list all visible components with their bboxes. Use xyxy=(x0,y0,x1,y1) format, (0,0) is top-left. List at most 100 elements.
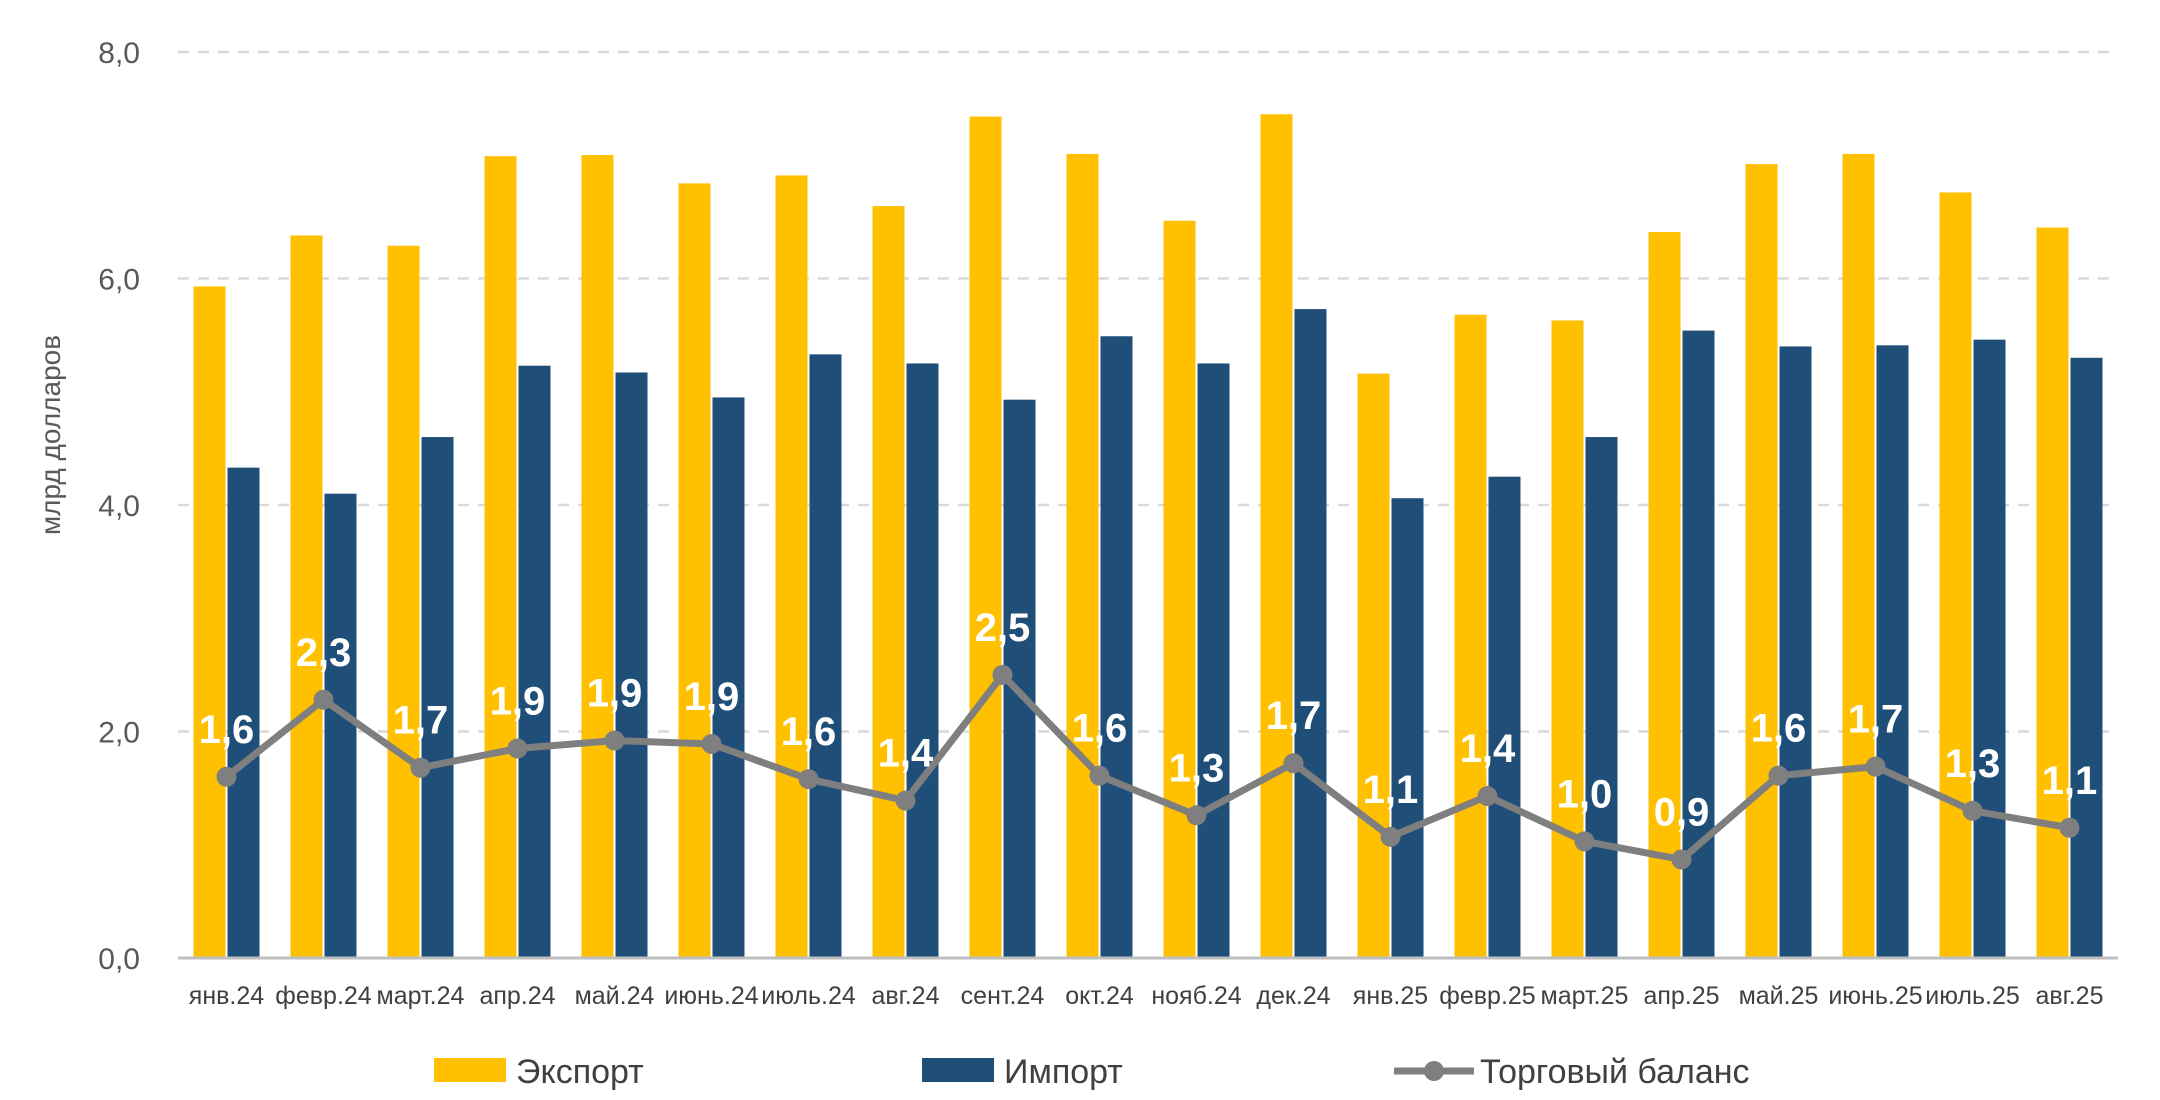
balance-point xyxy=(410,757,431,778)
balance-data-label: 1,3 xyxy=(1169,746,1225,790)
balance-point xyxy=(1186,805,1207,826)
balance-data-label: 1,6 xyxy=(1751,707,1807,751)
balance-data-label: 0,9 xyxy=(1654,790,1710,834)
bar-import xyxy=(615,372,648,958)
balance-point xyxy=(701,733,722,754)
x-tick-label: февр.24 xyxy=(275,982,372,1010)
bar-export xyxy=(775,175,808,958)
balance-data-label: 1,1 xyxy=(1363,768,1419,812)
bars xyxy=(193,114,2103,959)
balance-data-label: 1,1 xyxy=(2042,759,2098,803)
bar-import xyxy=(324,493,357,958)
x-tick-label: июнь.25 xyxy=(1828,982,1922,1010)
balance-point xyxy=(216,766,237,787)
balance-data-label: 1,7 xyxy=(1848,698,1904,742)
gridlines xyxy=(178,50,2118,733)
balance-point xyxy=(1768,765,1789,786)
balance-data-label: 1,4 xyxy=(878,732,934,776)
legend-label-import: Импорт xyxy=(1004,1053,1123,1091)
bar-export xyxy=(1260,114,1293,959)
bar-import xyxy=(1585,437,1618,958)
balance-data-label: 1,6 xyxy=(781,710,837,754)
balance-data-label: 1,3 xyxy=(1945,742,2001,786)
x-tick-label: сент.24 xyxy=(961,982,1045,1010)
bar-import xyxy=(227,467,260,958)
balance-point xyxy=(1671,849,1692,870)
bar-export xyxy=(484,156,517,958)
x-tick-label: февр.25 xyxy=(1439,982,1535,1010)
bar-import xyxy=(1100,336,1133,958)
legend-label-balance: Торговый баланс xyxy=(1480,1053,1750,1091)
balance-data-label: 1,7 xyxy=(393,699,449,743)
x-tick-label: июнь.24 xyxy=(664,982,758,1010)
y-tick-label: 8,0 xyxy=(98,37,140,70)
balance-data-label: 1,6 xyxy=(199,708,255,752)
balance-point xyxy=(1962,800,1983,821)
bar-export xyxy=(1163,220,1196,958)
bar-export xyxy=(1745,164,1778,958)
x-tick-label: янв.25 xyxy=(1353,982,1428,1010)
bar-import xyxy=(2070,357,2103,958)
x-tick-label: нояб.24 xyxy=(1151,982,1241,1010)
x-axis-ticks: янв.24 февр.24 март.24 апр.24 май.24 июнь.24 и… xyxy=(189,982,2104,1010)
bar-export xyxy=(1357,373,1390,958)
bar-export xyxy=(387,245,420,959)
bar-import xyxy=(712,397,745,959)
balance-point xyxy=(798,769,819,790)
balance-data-label: 1,9 xyxy=(684,675,740,719)
balance-point xyxy=(1380,826,1401,847)
balance-point xyxy=(992,664,1013,685)
data-labels: 1,6 2,3 1,7 1,9 1,9 1,9 1,6 1,4 2,5 1,6 1,3 1,7 1,1 1… xyxy=(199,606,2098,835)
bar-export xyxy=(1551,320,1584,959)
x-tick-label: март.24 xyxy=(377,982,465,1010)
balance-data-label: 1,9 xyxy=(490,679,546,723)
balance-data-label: 2,5 xyxy=(975,606,1031,650)
x-tick-label: авг.24 xyxy=(871,982,939,1010)
bar-export xyxy=(2036,227,2069,959)
y-tick-label: 2,0 xyxy=(98,717,140,750)
balance-data-label: 1,4 xyxy=(1460,727,1516,771)
bar-export xyxy=(1648,232,1681,958)
bar-import xyxy=(1197,363,1230,958)
balance-line-group xyxy=(216,664,2080,870)
y-axis-label: млрд долларов xyxy=(35,335,66,535)
x-tick-label: апр.25 xyxy=(1643,982,1719,1010)
bar-import xyxy=(518,365,551,958)
balance-line xyxy=(224,671,2071,863)
bar-import xyxy=(421,437,454,958)
balance-point xyxy=(1477,786,1498,807)
legend-swatch-export xyxy=(434,1058,506,1082)
x-tick-label: май.24 xyxy=(575,982,655,1010)
x-tick-label: дек.24 xyxy=(1256,982,1330,1010)
balance-point xyxy=(895,790,916,811)
bar-import xyxy=(809,354,842,958)
x-tick-label: янв.24 xyxy=(189,982,264,1010)
bar-export xyxy=(872,206,905,958)
bar-export xyxy=(678,183,711,958)
y-axis-ticks: 0,0 2,0 4,0 6,0 8,0 xyxy=(98,37,140,976)
bar-import xyxy=(906,363,939,958)
bar-import xyxy=(1294,309,1327,958)
bar-export xyxy=(193,286,226,958)
balance-data-label: 1,7 xyxy=(1266,694,1322,738)
legend: Экспорт Импорт Торговый баланс xyxy=(434,1053,1750,1091)
balance-data-label: 1,9 xyxy=(587,672,643,716)
x-tick-label: апр.24 xyxy=(479,982,555,1010)
balance-point xyxy=(1574,831,1595,852)
bar-export xyxy=(290,235,323,959)
x-tick-label: авг.25 xyxy=(2035,982,2103,1010)
x-tick-label: март.25 xyxy=(1541,982,1629,1010)
x-tick-label: июль.24 xyxy=(761,982,856,1010)
y-tick-label: 6,0 xyxy=(98,264,140,297)
balance-point xyxy=(507,738,528,759)
x-tick-label: окт.24 xyxy=(1065,982,1134,1010)
bar-export xyxy=(1842,153,1875,959)
balance-data-label: 1,0 xyxy=(1557,772,1613,816)
x-tick-label: май.25 xyxy=(1739,982,1819,1010)
bar-export xyxy=(581,155,614,958)
balance-point xyxy=(313,689,334,710)
bar-import xyxy=(1488,476,1521,958)
bar-export xyxy=(1939,192,1972,958)
y-tick-label: 0,0 xyxy=(98,943,140,976)
balance-point xyxy=(604,730,625,751)
